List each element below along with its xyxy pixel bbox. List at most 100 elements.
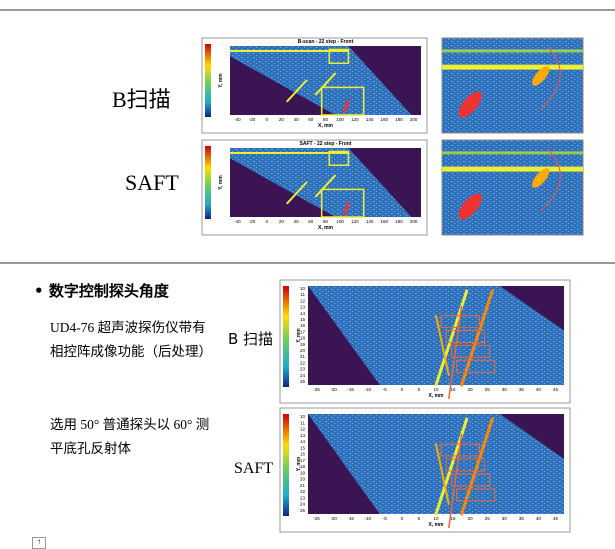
y-tick-label: 23	[300, 367, 306, 372]
paragraph: UD4-76 超声波探伤仪带有相控阵成像功能（后处理）	[50, 320, 212, 359]
x-tick-label: 180	[395, 219, 403, 224]
guide	[455, 359, 496, 373]
x-tick-label: 15	[451, 387, 457, 392]
x-tick-label: 40	[536, 516, 542, 521]
arc	[540, 47, 561, 110]
x-tick-label: 120	[351, 219, 359, 224]
box	[320, 188, 365, 218]
x-tick-label: 10	[433, 516, 439, 521]
y-tick-label: 11	[300, 292, 305, 297]
x-tick-label: -40	[234, 117, 241, 122]
x-tick-label: 25	[485, 516, 491, 521]
shadow	[308, 414, 380, 514]
x-tick-label: 200	[410, 117, 418, 122]
echo	[343, 99, 350, 114]
x-tick-label: -20	[330, 387, 337, 392]
shadow	[230, 158, 336, 217]
y-tick-label: 12	[300, 427, 306, 432]
y-tick-label: 14	[300, 439, 306, 444]
heading-text: 数字控制探头角度	[48, 282, 169, 300]
y-tick-label: 22	[300, 360, 306, 365]
y-tick-label: 17	[300, 329, 306, 334]
box	[328, 48, 350, 65]
echo	[460, 417, 494, 516]
x-tick-label: 160	[381, 219, 389, 224]
y-tick-label: 18	[300, 464, 306, 469]
y-tick-label: 12	[300, 298, 306, 303]
x-tick-label: 140	[366, 117, 374, 122]
x-tick-label: -5	[383, 387, 387, 392]
defect	[458, 91, 482, 118]
y-tick-label: 15	[300, 317, 306, 322]
scan-area	[230, 148, 336, 217]
x-tick-label: 20	[279, 117, 285, 122]
x-tick-label: 160	[381, 117, 389, 122]
echo	[314, 72, 337, 96]
x-tick-label: 20	[468, 387, 474, 392]
y-tick-label: 21	[300, 354, 306, 359]
arc	[540, 149, 561, 212]
band	[442, 151, 583, 155]
y-axis-label: Y, mm	[296, 328, 302, 343]
y-tick-label: 13	[300, 305, 306, 310]
x-tick-label: 40	[294, 219, 300, 224]
colorbar	[205, 146, 211, 219]
paragraph: 选用 50° 普通探头以 60° 测平底孔反射体	[50, 417, 210, 456]
echo	[460, 289, 494, 387]
x-tick-label: -40	[234, 219, 241, 224]
x-axis-label: X, mm	[428, 522, 444, 528]
y-tick-label: 10	[300, 286, 306, 291]
x-tick-label: -10	[364, 387, 371, 392]
x-axis-label: X, mm	[428, 393, 444, 399]
echo	[314, 174, 337, 198]
echo	[286, 79, 308, 103]
x-tick-label: -20	[330, 516, 337, 521]
x-tick-label: 25	[485, 387, 491, 392]
echo	[286, 181, 308, 205]
x-tick-label: 30	[502, 516, 508, 521]
x-tick-label: 0	[401, 516, 404, 521]
band	[442, 166, 583, 172]
y-tick-label: 18	[300, 336, 306, 341]
x-tick-label: 120	[351, 117, 359, 122]
y-tick-label: 25	[300, 508, 306, 513]
heading: • 数字控制探头角度	[34, 282, 169, 300]
defect	[532, 168, 550, 188]
x-tick-label: 100	[336, 117, 344, 122]
defect	[532, 66, 550, 86]
x-tick-label: 5	[418, 387, 421, 392]
x-tick-label: -15	[347, 516, 354, 521]
x-tick-label: 15	[451, 516, 457, 521]
x-tick-label: -25	[313, 387, 320, 392]
x-tick-label: 5	[418, 516, 421, 521]
row-label: SAFT	[234, 460, 274, 477]
x-tick-label: 10	[433, 387, 439, 392]
x-tick-label: 140	[366, 219, 374, 224]
y-tick-label: 22	[300, 489, 306, 494]
x-tick-label: 40	[294, 117, 300, 122]
echo	[343, 201, 350, 216]
zoom	[441, 139, 584, 236]
x-tick-label: 35	[519, 387, 525, 392]
y-tick-label: 15	[300, 445, 306, 450]
x-tick-label: 0	[265, 117, 268, 122]
probe	[448, 305, 463, 400]
guide	[445, 330, 486, 343]
y-tick-label: 11	[300, 420, 305, 425]
x-tick-label: 60	[308, 117, 314, 122]
x-tick-label: 200	[410, 219, 418, 224]
scan-area	[308, 286, 564, 385]
y-tick-label: 14	[300, 311, 306, 316]
y-tick-label: 16	[300, 452, 306, 457]
colorbar	[205, 44, 211, 117]
y-tick-label: 20	[300, 477, 306, 482]
y-tick-label: 17	[300, 458, 306, 463]
x-tick-label: 45	[553, 387, 559, 392]
colorbar	[283, 414, 289, 516]
echo	[435, 314, 450, 377]
x-axis-label: X, mm	[318, 225, 334, 231]
x-tick-label: 45	[553, 516, 559, 521]
y-tick-label: 21	[300, 483, 306, 488]
